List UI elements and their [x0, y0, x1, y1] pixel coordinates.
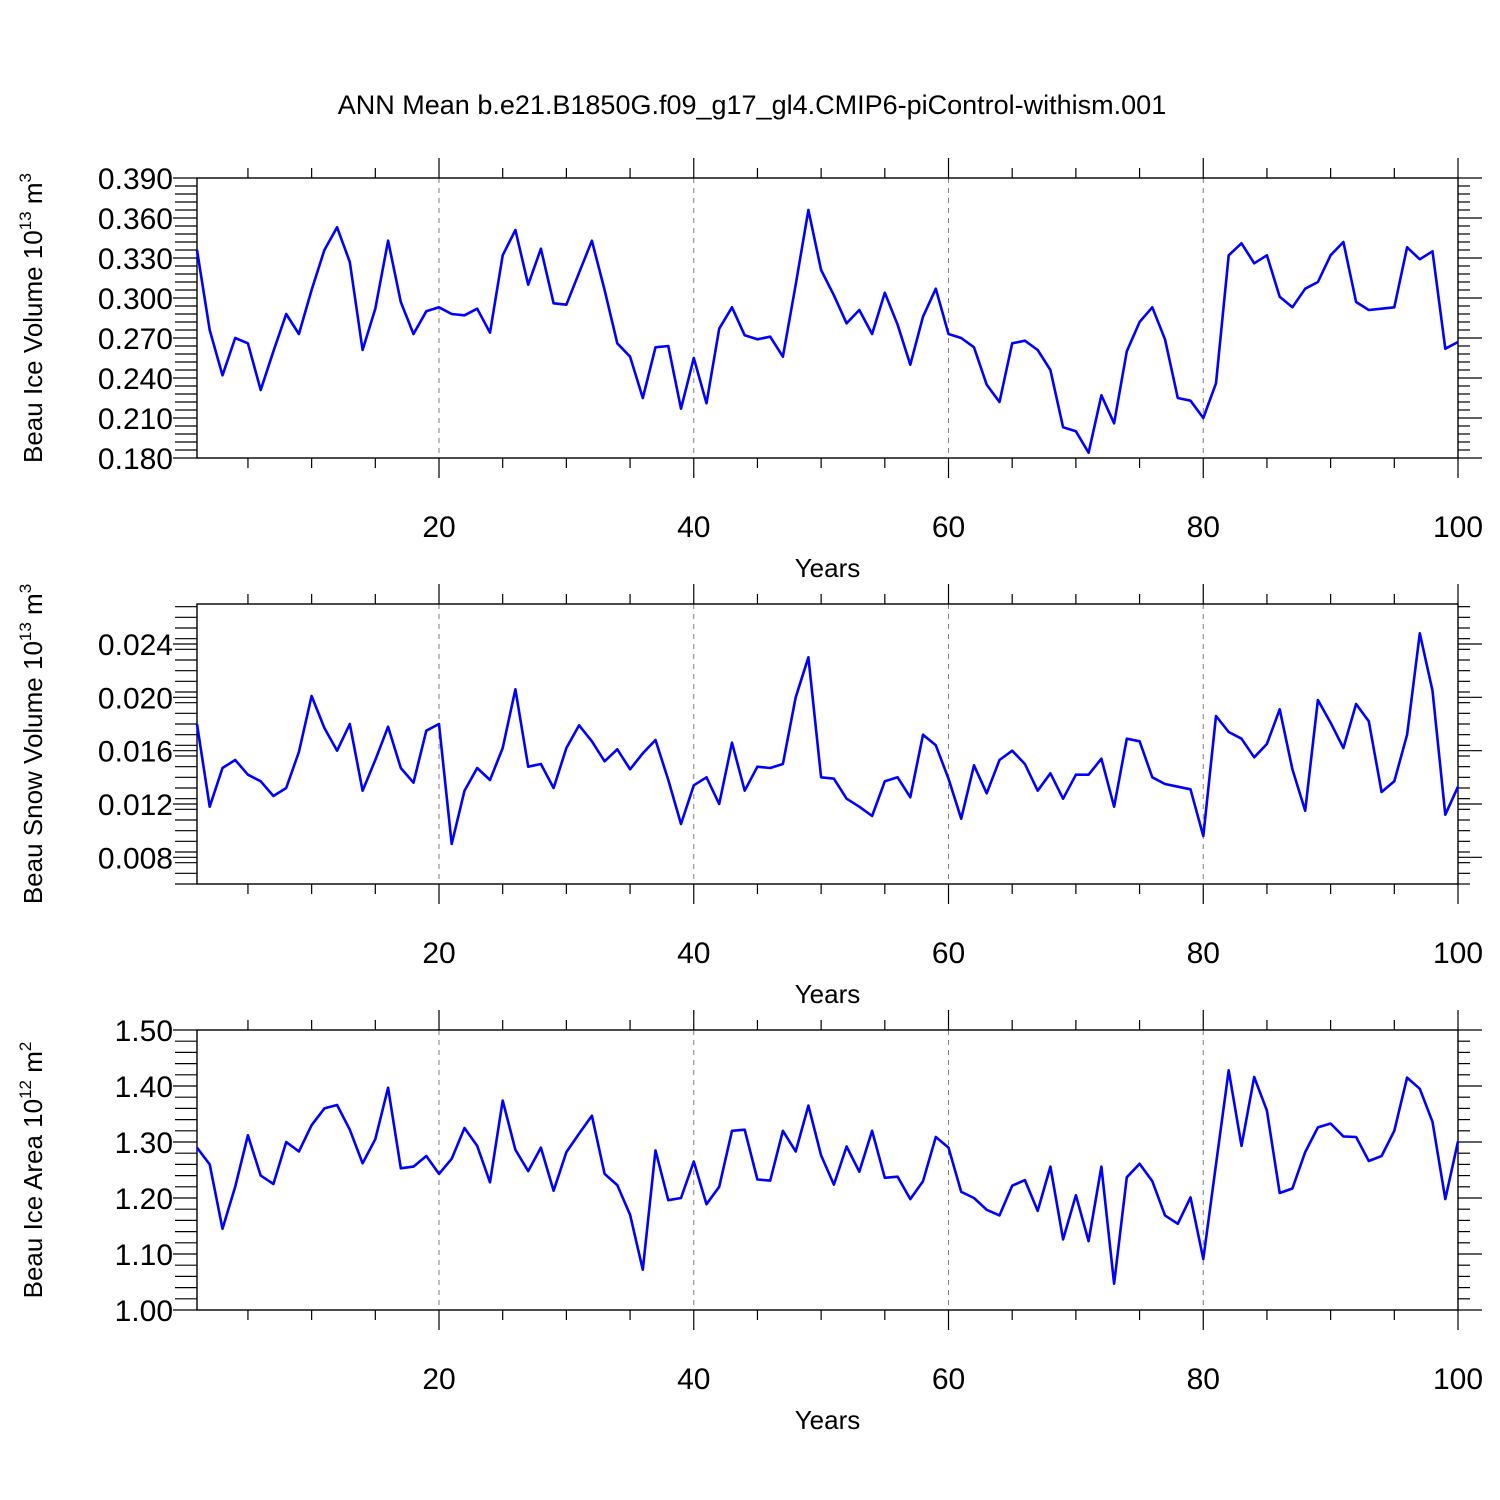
series-line [195, 208, 1459, 455]
y-tick-label: 0.008 [98, 842, 173, 875]
y-tick-label: 1.40 [115, 1071, 173, 1104]
plot-frame [196, 177, 1459, 459]
y-axis-label: Beau Snow Volume 1013 m3 [16, 584, 48, 904]
x-tick-label: 60 [932, 1363, 965, 1396]
x-tick-label: 20 [422, 511, 455, 544]
y-axis-label-superscript: 3 [16, 173, 35, 182]
x-tick-label: 20 [422, 937, 455, 970]
y-tick-label: 0.300 [98, 283, 173, 316]
x-tick-label: 100 [1433, 511, 1483, 544]
y-axis-label-superscript: 13 [16, 211, 35, 230]
panel-3: 20 40 60 80 100 1.00 1.10 1.20 1.30 1.40 1.50 Years… [16, 1010, 1483, 1435]
y-tick-label: 1.20 [115, 1183, 173, 1216]
y-axis-label-superscript: 13 [16, 622, 35, 641]
y-axis-label: Beau Ice Volume 1013 m3 [16, 173, 48, 463]
y-axis-label: Beau Ice Area 1012 m2 [16, 1042, 48, 1299]
y-tick-label: 0.390 [98, 163, 173, 196]
y-axis-label-part: Beau Ice Volume 10 [18, 230, 48, 463]
figure-title: ANN Mean b.e21.B1850G.f09_g17_gl4.CMIP6-… [338, 90, 1166, 120]
panel-2: 20 40 60 80 100 0.008 0.012 0.016 0.020 0.024 Year… [16, 584, 1483, 1009]
x-tick-label: 80 [1187, 1363, 1220, 1396]
x-tick-label: 20 [422, 1363, 455, 1396]
y-axis-label-part: m [18, 593, 48, 622]
x-tick-label: 40 [677, 511, 710, 544]
y-tick-label: 0.360 [98, 203, 173, 236]
series-line [195, 1069, 1460, 1285]
panel-1: 20 40 60 80 100 0.180 0.210 0.240 0.270 0.300 0.33… [16, 158, 1483, 583]
x-tick-label: 40 [677, 937, 710, 970]
y-tick-label: 1.00 [115, 1295, 173, 1328]
x-tick-label: 100 [1433, 1363, 1483, 1396]
y-tick-label: 0.210 [98, 403, 173, 436]
y-tick-label: 1.30 [115, 1127, 173, 1160]
y-axis-label-part: Beau Ice Area 10 [18, 1099, 48, 1298]
y-tick-label: 0.270 [98, 323, 173, 356]
plot-frame [196, 1029, 1459, 1311]
x-tick-label: 80 [1187, 937, 1220, 970]
x-axis-label: Years [795, 553, 861, 583]
x-tick-label: 40 [677, 1363, 710, 1396]
y-axis-label-part: Beau Snow Volume 10 [18, 641, 48, 904]
y-axis-label-superscript: 12 [16, 1080, 35, 1099]
y-tick-label: 0.330 [98, 243, 173, 276]
x-axis-label: Years [795, 1405, 861, 1435]
y-tick-label: 0.016 [98, 736, 173, 769]
y-tick-label: 0.012 [98, 789, 173, 822]
x-tick-label: 100 [1433, 937, 1483, 970]
y-tick-label: 1.50 [115, 1015, 173, 1048]
series-line [195, 631, 1460, 846]
y-axis-label-superscript: 2 [16, 1042, 35, 1051]
y-tick-label: 0.240 [98, 363, 173, 396]
y-tick-label: 0.024 [98, 629, 173, 662]
x-tick-label: 60 [932, 937, 965, 970]
x-axis-label: Years [795, 979, 861, 1009]
y-tick-label: 0.020 [98, 682, 173, 715]
y-axis-label-superscript: 3 [16, 584, 35, 593]
x-tick-label: 80 [1187, 511, 1220, 544]
x-tick-label: 60 [932, 511, 965, 544]
plot-frame [196, 603, 1459, 885]
y-axis-label-part: m [18, 1051, 48, 1080]
y-tick-label: 1.10 [115, 1239, 173, 1272]
y-axis-label-part: m [18, 182, 48, 211]
y-tick-label: 0.180 [98, 443, 173, 476]
